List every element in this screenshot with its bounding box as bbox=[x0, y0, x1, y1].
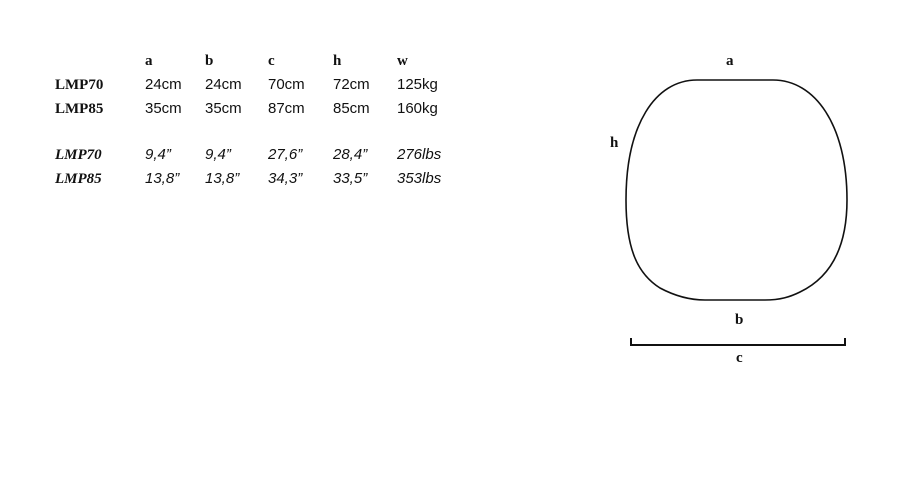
table-cell: 9,4” bbox=[145, 146, 171, 163]
model-name: LMP85 bbox=[55, 101, 104, 117]
table-cell: 24cm bbox=[145, 76, 182, 93]
width-bracket bbox=[630, 338, 846, 346]
table-cell: 33,5” bbox=[333, 170, 368, 187]
table-cell: 85cm bbox=[333, 100, 370, 117]
label-a: a bbox=[726, 53, 734, 69]
table-cell: 28,4” bbox=[333, 146, 368, 163]
model-name: LMP70 bbox=[55, 77, 104, 93]
label-b: b bbox=[735, 312, 744, 328]
column-header-a: a bbox=[145, 53, 153, 69]
product-silhouette bbox=[625, 79, 848, 301]
label-h: h bbox=[610, 135, 619, 151]
table-cell: 353lbs bbox=[397, 170, 442, 187]
table-cell: 9,4” bbox=[205, 146, 231, 163]
table-cell: 276lbs bbox=[397, 146, 442, 163]
column-header-w: w bbox=[397, 53, 408, 69]
table-cell: 27,6” bbox=[268, 146, 303, 163]
table-cell: 87cm bbox=[268, 100, 305, 117]
table-cell: 35cm bbox=[145, 100, 182, 117]
column-header-h: h bbox=[333, 53, 342, 69]
label-c: c bbox=[736, 350, 743, 366]
table-cell: 70cm bbox=[268, 76, 305, 93]
model-name: LMP70 bbox=[55, 147, 102, 163]
table-cell: 13,8” bbox=[145, 170, 180, 187]
column-header-c: c bbox=[268, 53, 275, 69]
table-cell: 35cm bbox=[205, 100, 242, 117]
table-cell: 34,3” bbox=[268, 170, 303, 187]
column-header-b: b bbox=[205, 53, 214, 69]
table-cell: 24cm bbox=[205, 76, 242, 93]
table-cell: 13,8” bbox=[205, 170, 240, 187]
table-cell: 72cm bbox=[333, 76, 370, 93]
model-name: LMP85 bbox=[55, 171, 102, 187]
table-cell: 125kg bbox=[397, 76, 438, 93]
table-cell: 160kg bbox=[397, 100, 438, 117]
